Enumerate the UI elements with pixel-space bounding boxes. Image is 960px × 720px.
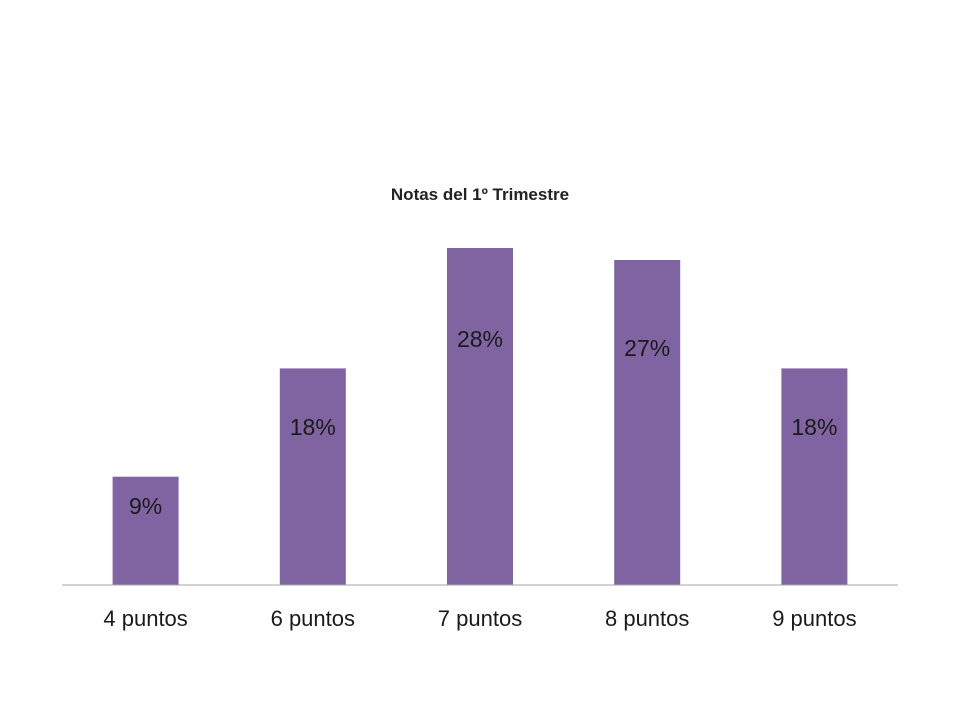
data-label: 28% <box>457 326 503 352</box>
data-label: 18% <box>791 414 837 440</box>
bar <box>447 248 513 585</box>
x-tick-label: 8 puntos <box>605 606 689 631</box>
bar <box>279 368 346 585</box>
x-tick-label: 7 puntos <box>438 606 522 631</box>
data-label: 9% <box>129 493 162 519</box>
bar <box>112 476 179 585</box>
bars-group <box>112 248 848 585</box>
chart-title: Notas del 1º Trimestre <box>391 185 569 204</box>
x-axis-ticks: 4 puntos 6 puntos 7 puntos 8 puntos 9 puntos <box>103 606 856 631</box>
bar <box>781 368 848 585</box>
x-tick-label: 6 puntos <box>271 606 355 631</box>
x-tick-label: 9 puntos <box>772 606 856 631</box>
data-label: 18% <box>290 414 336 440</box>
x-tick-label: 4 puntos <box>103 606 187 631</box>
data-label: 27% <box>624 335 670 361</box>
data-labels: 9% 18% 28% 27% 18% <box>129 326 837 519</box>
bar <box>614 260 681 585</box>
